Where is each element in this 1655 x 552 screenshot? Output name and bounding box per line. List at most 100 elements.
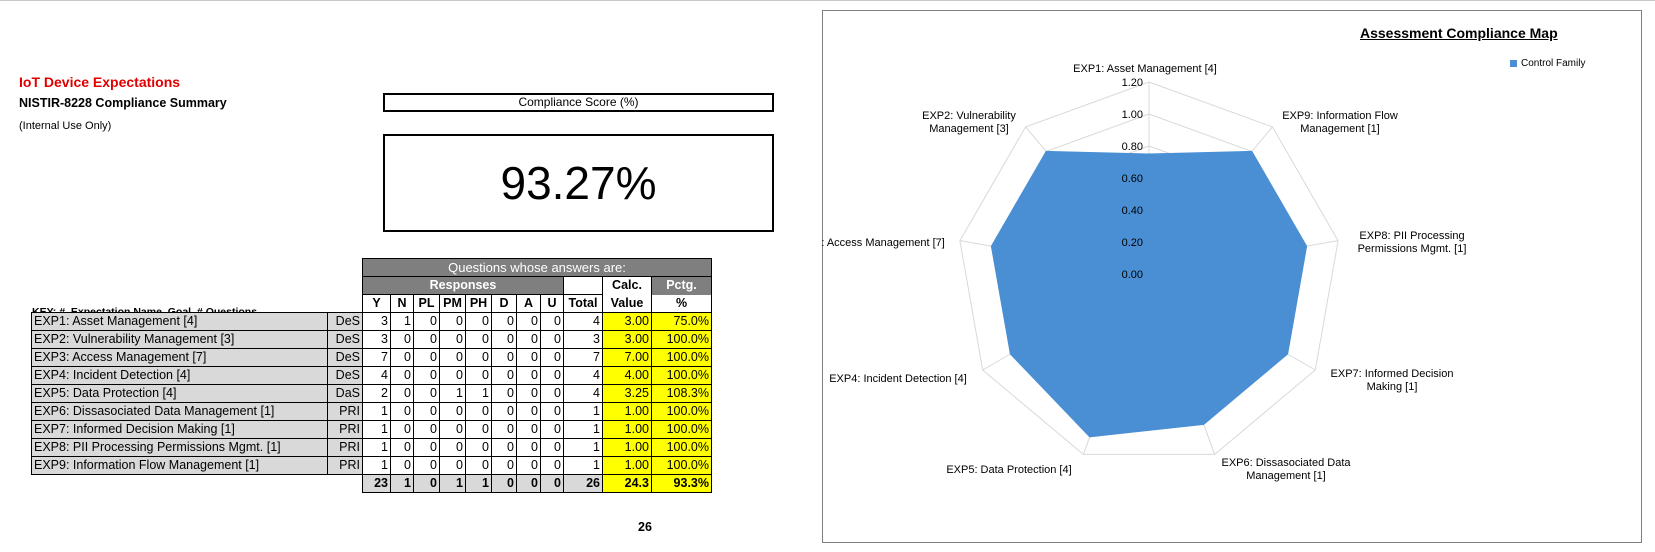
pct-value: 75.0% [651, 312, 712, 331]
response-count: 0 [439, 366, 466, 385]
calc-value: 7.00 [602, 348, 652, 367]
pct-value: 100.0% [651, 456, 712, 475]
compliance-table: Questions whose answers are: Responses C… [31, 258, 712, 493]
response-count: 0 [390, 384, 414, 403]
expectation-goal: DeS [327, 366, 363, 385]
response-count: 0 [390, 366, 414, 385]
sheet-title: IoT Device Expectations [19, 74, 181, 90]
expectation-name: EXP5: Data Protection [4] [31, 384, 328, 403]
response-count: 0 [390, 438, 414, 457]
series-control-family-area [990, 150, 1308, 438]
chart-legend: Control Family [1510, 58, 1585, 69]
calc-value: 3.00 [602, 312, 652, 331]
total-count: 0 [491, 474, 517, 493]
response-count: 1 [362, 456, 391, 475]
compliance-score-value: 93.27% [383, 134, 774, 232]
grand-row-total: 26 [563, 474, 603, 493]
response-count: 0 [540, 402, 564, 421]
column-header: PH [465, 294, 492, 313]
response-count: 0 [465, 402, 492, 421]
response-count: 0 [516, 312, 541, 331]
total-count: 0 [413, 474, 440, 493]
response-count: 0 [465, 312, 492, 331]
radial-tick-label: 0.80 [1122, 141, 1143, 153]
expectation-name: EXP1: Asset Management [4] [31, 312, 328, 331]
response-count: 0 [465, 420, 492, 439]
response-count: 0 [439, 420, 466, 439]
table-row: EXP5: Data Protection [4] DaS 2 0 0 1 1 0 0 0 4 3.2… [31, 384, 712, 403]
calc-value: 3.25 [602, 384, 652, 403]
total-pct: 93.3% [651, 474, 712, 493]
response-count: 0 [413, 312, 440, 331]
expectation-goal: PRI [327, 420, 363, 439]
column-header: PM [439, 294, 466, 313]
table-row: EXP8: PII Processing Permissions Mgmt. [… [31, 438, 712, 457]
response-count: 0 [516, 438, 541, 457]
response-count: 1 [362, 438, 391, 457]
response-count: 0 [413, 330, 440, 349]
category-label: EXP3: Access Management [7] [822, 237, 945, 249]
expectation-goal: DeS [327, 348, 363, 367]
response-count: 0 [465, 438, 492, 457]
response-count: 1 [465, 384, 492, 403]
response-count: 0 [491, 312, 517, 331]
response-count: 0 [439, 438, 466, 457]
column-header: Y [362, 294, 391, 313]
table-row: EXP7: Informed Decision Making [1] PRI 1 0 0… [31, 420, 712, 439]
expectation-goal: PRI [327, 456, 363, 475]
radar-chart: 0.00 0.20 0.40 0.60 0.80 1.00 1.20 EXP1: Asset … [822, 63, 1466, 482]
table-row: EXP3: Access Management [7] DeS 7 0 0 0 0 0 0 0 7 7… [31, 348, 712, 367]
row-total: 3 [563, 330, 603, 349]
response-count: 0 [540, 438, 564, 457]
row-total: 1 [563, 456, 603, 475]
table-banner: Questions whose answers are: [362, 258, 712, 277]
calc-value: 1.00 [602, 438, 652, 457]
radial-tick-label: 0.40 [1122, 205, 1143, 217]
response-count: 7 [362, 348, 391, 367]
row-total: 1 [563, 402, 603, 421]
response-count: 0 [465, 456, 492, 475]
pct-value: 100.0% [651, 402, 712, 421]
response-count: 0 [540, 366, 564, 385]
grid-ring [959, 81, 1339, 455]
response-count: 1 [362, 420, 391, 439]
radial-tick-label: 0.20 [1122, 237, 1143, 249]
responses-header: Responses [362, 276, 564, 295]
category-label: EXP9: Information Flow Management [1] [1282, 110, 1398, 135]
response-count: 0 [491, 384, 517, 403]
response-count: 0 [540, 312, 564, 331]
table-row: EXP4: Incident Detection [4] DeS 4 0 0 0 0 0 0 0 4… [31, 366, 712, 385]
response-count: 0 [439, 402, 466, 421]
column-header: U [540, 294, 564, 313]
column-header: D [491, 294, 517, 313]
expectation-name: EXP2: Vulnerability Management [3] [31, 330, 328, 349]
total-count: 0 [540, 474, 564, 493]
grand-total: 26 [638, 520, 652, 534]
response-count: 3 [362, 312, 391, 331]
response-count: 0 [516, 348, 541, 367]
calc-header-bottom: Value [602, 294, 652, 313]
expectation-goal: DaS [327, 384, 363, 403]
response-count: 0 [390, 348, 414, 367]
table-row: EXP2: Vulnerability Management [3] DeS 3 0 0… [31, 330, 712, 349]
response-count: 0 [491, 420, 517, 439]
pct-value: 100.0% [651, 420, 712, 439]
response-count: 2 [362, 384, 391, 403]
category-label: EXP5: Data Protection [4] [946, 464, 1071, 476]
response-count: 0 [465, 330, 492, 349]
response-count: 0 [390, 402, 414, 421]
table-row: EXP9: Information Flow Management [1] PRI… [31, 456, 712, 475]
total-count: 1 [439, 474, 466, 493]
expectation-name: EXP6: Dissasociated Data Management [1] [31, 402, 328, 421]
column-header: PL [413, 294, 440, 313]
expectation-goal: DeS [327, 330, 363, 349]
response-count: 0 [540, 456, 564, 475]
column-header: N [390, 294, 414, 313]
response-count: 0 [413, 366, 440, 385]
pct-value: 100.0% [651, 348, 712, 367]
response-count: 0 [516, 456, 541, 475]
calc-header-top: Calc. [602, 276, 652, 295]
expectation-goal: DeS [327, 312, 363, 331]
calc-value: 4.00 [602, 366, 652, 385]
response-count: 3 [362, 330, 391, 349]
